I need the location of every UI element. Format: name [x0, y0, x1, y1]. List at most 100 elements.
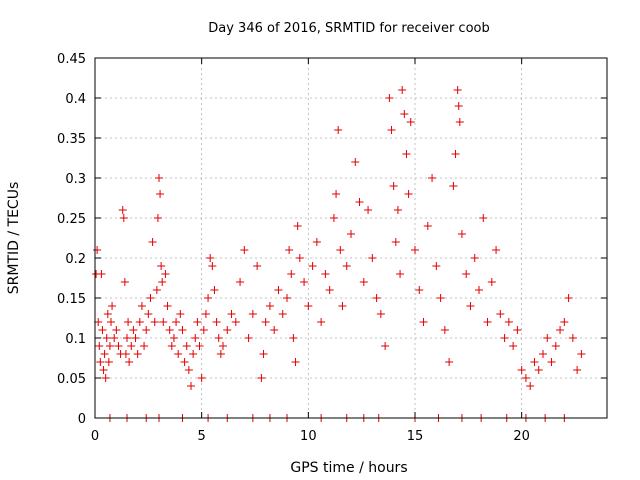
data-point: [158, 278, 167, 286]
data-point: [457, 230, 466, 238]
data-point: [293, 222, 302, 230]
data-point: [118, 206, 127, 214]
data-point: [100, 350, 109, 358]
data-point: [169, 334, 178, 342]
data-point: [191, 334, 200, 342]
data-point: [312, 238, 321, 246]
data-point: [521, 374, 530, 382]
data-point: [197, 374, 206, 382]
data-point: [187, 382, 195, 390]
data-point: [543, 334, 552, 342]
data-point: [475, 286, 483, 294]
data-point: [172, 318, 181, 326]
data-point: [564, 294, 573, 302]
data-point: [244, 334, 253, 342]
data-point: [161, 270, 170, 278]
data-point: [102, 334, 111, 342]
data-points: [92, 86, 586, 422]
data-point: [368, 254, 377, 262]
chart-title: Day 346 of 2016, SRMTID for receiver coo…: [208, 21, 489, 36]
y-tick-label: 0.1: [65, 332, 86, 347]
data-point: [404, 190, 413, 198]
data-point: [530, 358, 539, 366]
data-point: [526, 382, 535, 390]
data-point: [393, 206, 402, 214]
data-point: [304, 302, 313, 310]
data-point: [325, 286, 334, 294]
data-point: [257, 374, 266, 382]
x-axis-label: GPS time / hours: [290, 460, 407, 476]
data-point: [504, 318, 513, 326]
data-point: [470, 254, 479, 262]
data-point: [453, 86, 462, 94]
data-point: [104, 358, 113, 366]
y-tick-label: 0.05: [57, 372, 86, 387]
data-point: [236, 278, 245, 286]
y-tick-label: 0.15: [57, 292, 86, 307]
data-point: [95, 342, 104, 350]
data-point: [204, 294, 213, 302]
y-tick-label: 0.4: [65, 92, 86, 107]
data-point: [144, 310, 153, 318]
data-point: [396, 270, 405, 278]
data-point: [124, 318, 133, 326]
data-point: [184, 366, 193, 374]
data-point: [492, 246, 501, 254]
data-point: [419, 318, 428, 326]
data-point: [539, 350, 547, 358]
data-point: [153, 214, 162, 222]
data-point: [137, 302, 146, 310]
data-point: [182, 342, 191, 350]
data-point: [509, 342, 518, 350]
data-point: [214, 334, 223, 342]
data-point: [216, 350, 225, 358]
data-point: [125, 358, 134, 366]
data-point: [135, 318, 144, 326]
data-point: [165, 326, 174, 334]
data-point: [432, 262, 441, 270]
data-point: [201, 310, 210, 318]
data-point: [107, 318, 115, 326]
data-point: [114, 342, 123, 350]
data-point: [129, 326, 138, 334]
data-point: [551, 342, 560, 350]
grid: [95, 58, 607, 418]
data-point: [289, 334, 298, 342]
data-point: [274, 286, 283, 294]
data-point: [103, 310, 112, 318]
data-point: [227, 310, 236, 318]
data-point: [152, 286, 161, 294]
data-point: [560, 318, 569, 326]
data-point: [389, 182, 398, 190]
data-point: [96, 358, 105, 366]
x-tick-label: 0: [91, 429, 99, 444]
data-point: [411, 246, 419, 254]
data-point: [487, 278, 496, 286]
data-point: [436, 294, 445, 302]
data-point: [219, 342, 227, 350]
data-point: [500, 334, 509, 342]
y-tick-label: 0.25: [57, 212, 86, 227]
data-point: [210, 286, 219, 294]
data-point: [454, 102, 463, 110]
data-point: [112, 326, 121, 334]
data-point: [253, 262, 262, 270]
data-point: [291, 358, 300, 366]
data-point: [295, 254, 304, 262]
data-point: [193, 318, 202, 326]
data-point: [402, 150, 411, 158]
data-point: [391, 238, 400, 246]
data-point: [278, 310, 287, 318]
data-point: [449, 182, 458, 190]
y-tick-label: 0.2: [65, 252, 86, 267]
y-tick-label: 0.35: [57, 132, 86, 147]
x-tick-label: 20: [513, 429, 530, 444]
data-point: [336, 246, 345, 254]
data-point: [259, 350, 268, 358]
data-point: [342, 262, 351, 270]
data-point: [483, 318, 492, 326]
data-point: [270, 326, 279, 334]
data-point: [308, 262, 317, 270]
data-point: [287, 270, 296, 278]
